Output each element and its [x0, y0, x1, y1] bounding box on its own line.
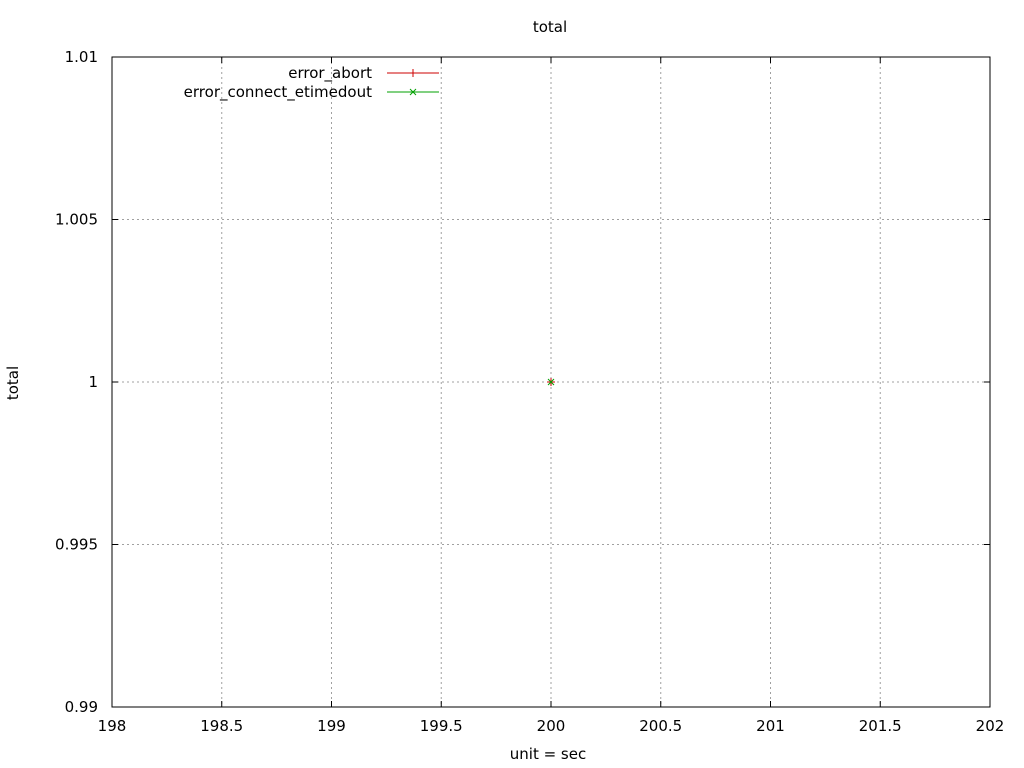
x-axis-ticks: 198 198.5 199 199.5 200 200.5 201 201.5 202	[98, 57, 1005, 735]
x-tick-label: 198.5	[200, 717, 243, 735]
x-tick-label: 200	[537, 717, 566, 735]
y-tick-label: 1	[88, 373, 98, 391]
legend-marker	[409, 88, 417, 96]
y-tick-label: 1.005	[55, 211, 98, 229]
x-tick-label: 202	[976, 717, 1005, 735]
x-axis-label: unit = sec	[510, 745, 586, 763]
legend-label: error_connect_etimedout	[184, 83, 372, 102]
y-axis-label: total	[4, 366, 22, 400]
y-tick-label: 1.01	[65, 48, 98, 66]
data-points	[547, 378, 555, 386]
x-tick-label: 199	[317, 717, 346, 735]
x-tick-label: 200.5	[639, 717, 682, 735]
chart-title: total	[533, 18, 567, 36]
x-tick-label: 198	[98, 717, 127, 735]
y-tick-label: 0.995	[55, 536, 98, 554]
x-tick-label: 199.5	[420, 717, 463, 735]
legend-label: error_abort	[288, 64, 372, 83]
x-tick-label: 201.5	[859, 717, 902, 735]
y-tick-label: 0.99	[65, 698, 98, 716]
x-tick-label: 201	[756, 717, 785, 735]
data-point	[547, 378, 555, 386]
y-axis-ticks: 0.99 0.995 1 1.005 1.01	[55, 48, 990, 716]
